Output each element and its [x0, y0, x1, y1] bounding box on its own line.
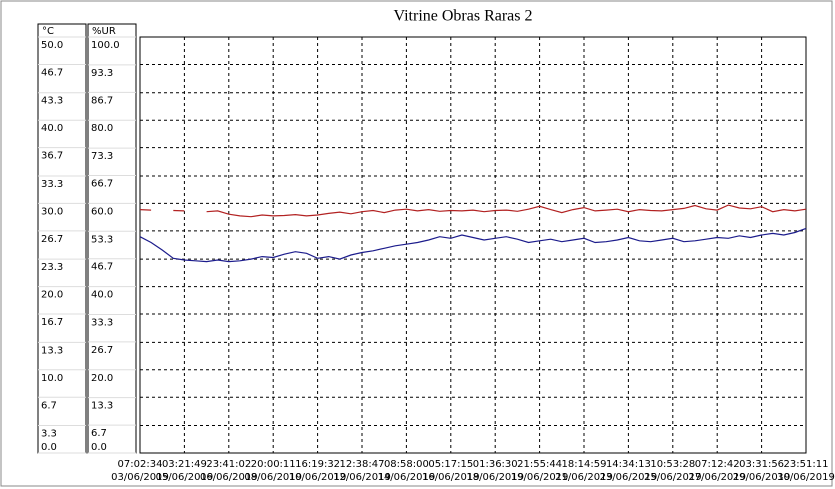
x-tick-date: 16/06/2019: [422, 472, 480, 483]
y-tick-label: 30.0: [41, 206, 63, 217]
y-tick-label: 26.7: [41, 234, 63, 245]
y2-tick-label: 93.3: [91, 68, 113, 79]
x-tick-date: 12/06/2019: [333, 472, 391, 483]
x-tick-date: 06/06/2019: [200, 472, 258, 483]
x-tick-label: 23:51:11: [784, 459, 829, 470]
x-tick-date: 08/06/2019: [244, 472, 302, 483]
y-tick-label: 10.0: [41, 373, 63, 384]
y2-tick-label: 0.0: [91, 442, 107, 453]
x-tick-label: 23:41:02: [206, 459, 251, 470]
x-tick-date: 18/06/2019: [466, 472, 524, 483]
y2-axis-label: %UR: [92, 26, 116, 37]
x-tick-date: 29/06/2019: [733, 472, 791, 483]
x-tick-date: 30/06/2019: [777, 472, 835, 483]
y-tick-label: 13.3: [41, 345, 63, 356]
y-tick-label: 43.3: [41, 96, 63, 107]
y2-tick-label: 13.3: [91, 401, 113, 412]
x-tick-label: 05:17:15: [428, 459, 473, 470]
y-tick-label: 3.3: [41, 429, 57, 440]
x-tick-date: 27/06/2019: [688, 472, 746, 483]
y2-tick-label: 73.3: [91, 151, 113, 162]
x-tick-label: 08:58:00: [384, 459, 429, 470]
series-line: [139, 204, 807, 218]
x-tick-label: 18:14:59: [562, 459, 607, 470]
x-tick-label: 01:36:30: [473, 459, 518, 470]
y-tick-label: 16.7: [41, 317, 63, 328]
x-tick-label: 12:38:47: [340, 459, 385, 470]
y2-tick-label: 86.7: [91, 95, 113, 106]
x-tick-label: 14:34:13: [606, 459, 651, 470]
y2-tick-label: 100.0: [91, 40, 120, 51]
x-tick-date: 25/06/2019: [644, 472, 702, 483]
y-tick-label: 20.0: [41, 290, 63, 301]
y-tick-label: 40.0: [41, 123, 63, 134]
y2-tick-label: 33.3: [91, 317, 113, 328]
y2-tick-label: 46.7: [91, 262, 113, 273]
x-tick-label: 16:19:32: [295, 459, 340, 470]
x-tick-label: 21:55:44: [517, 459, 562, 470]
chart-title: Vitrine Obras Raras 2: [394, 8, 533, 25]
x-tick-date: 19/06/2019: [511, 472, 569, 483]
plot-area: [139, 36, 807, 454]
x-tick-label: 20:00:11: [251, 459, 296, 470]
y2-tick-label: 6.7: [91, 428, 107, 439]
x-tick-date: 03/06/2019: [111, 472, 169, 483]
y2-tick-label: 53.3: [91, 234, 113, 245]
y2-tick-label: 80.0: [91, 123, 113, 134]
y2-tick-label: 26.7: [91, 345, 113, 356]
y2-tick-label: 20.0: [91, 373, 113, 384]
y-axis-label: °C: [42, 26, 54, 37]
series-line: [139, 227, 807, 263]
x-tick-date: 10/06/2019: [289, 472, 347, 483]
x-tick-label: 03:31:56: [739, 459, 784, 470]
y-tick-label: 46.7: [41, 67, 63, 78]
x-tick-label: 07:12:42: [695, 459, 740, 470]
x-tick-label: 10:53:28: [650, 459, 695, 470]
y-tick-label: 50.0: [41, 40, 63, 51]
y2-tick-label: 40.0: [91, 290, 113, 301]
x-tick-date: 21/06/2019: [555, 472, 613, 483]
y2-tick-label: 60.0: [91, 206, 113, 217]
x-tick-label: 07:02:34: [118, 459, 163, 470]
y-tick-label: 36.7: [41, 151, 63, 162]
y2-tick-label: 66.7: [91, 179, 113, 190]
y-tick-label: 33.3: [41, 179, 63, 190]
y-tick-label: 23.3: [41, 262, 63, 273]
y-tick-label: 0.0: [41, 442, 57, 453]
x-tick-date: 05/06/2019: [156, 472, 214, 483]
x-tick-label: 03:21:49: [162, 459, 207, 470]
x-tick-date: 23/06/2019: [600, 472, 658, 483]
x-tick-date: 14/06/2019: [378, 472, 436, 483]
y-tick-label: 6.7: [41, 400, 57, 411]
